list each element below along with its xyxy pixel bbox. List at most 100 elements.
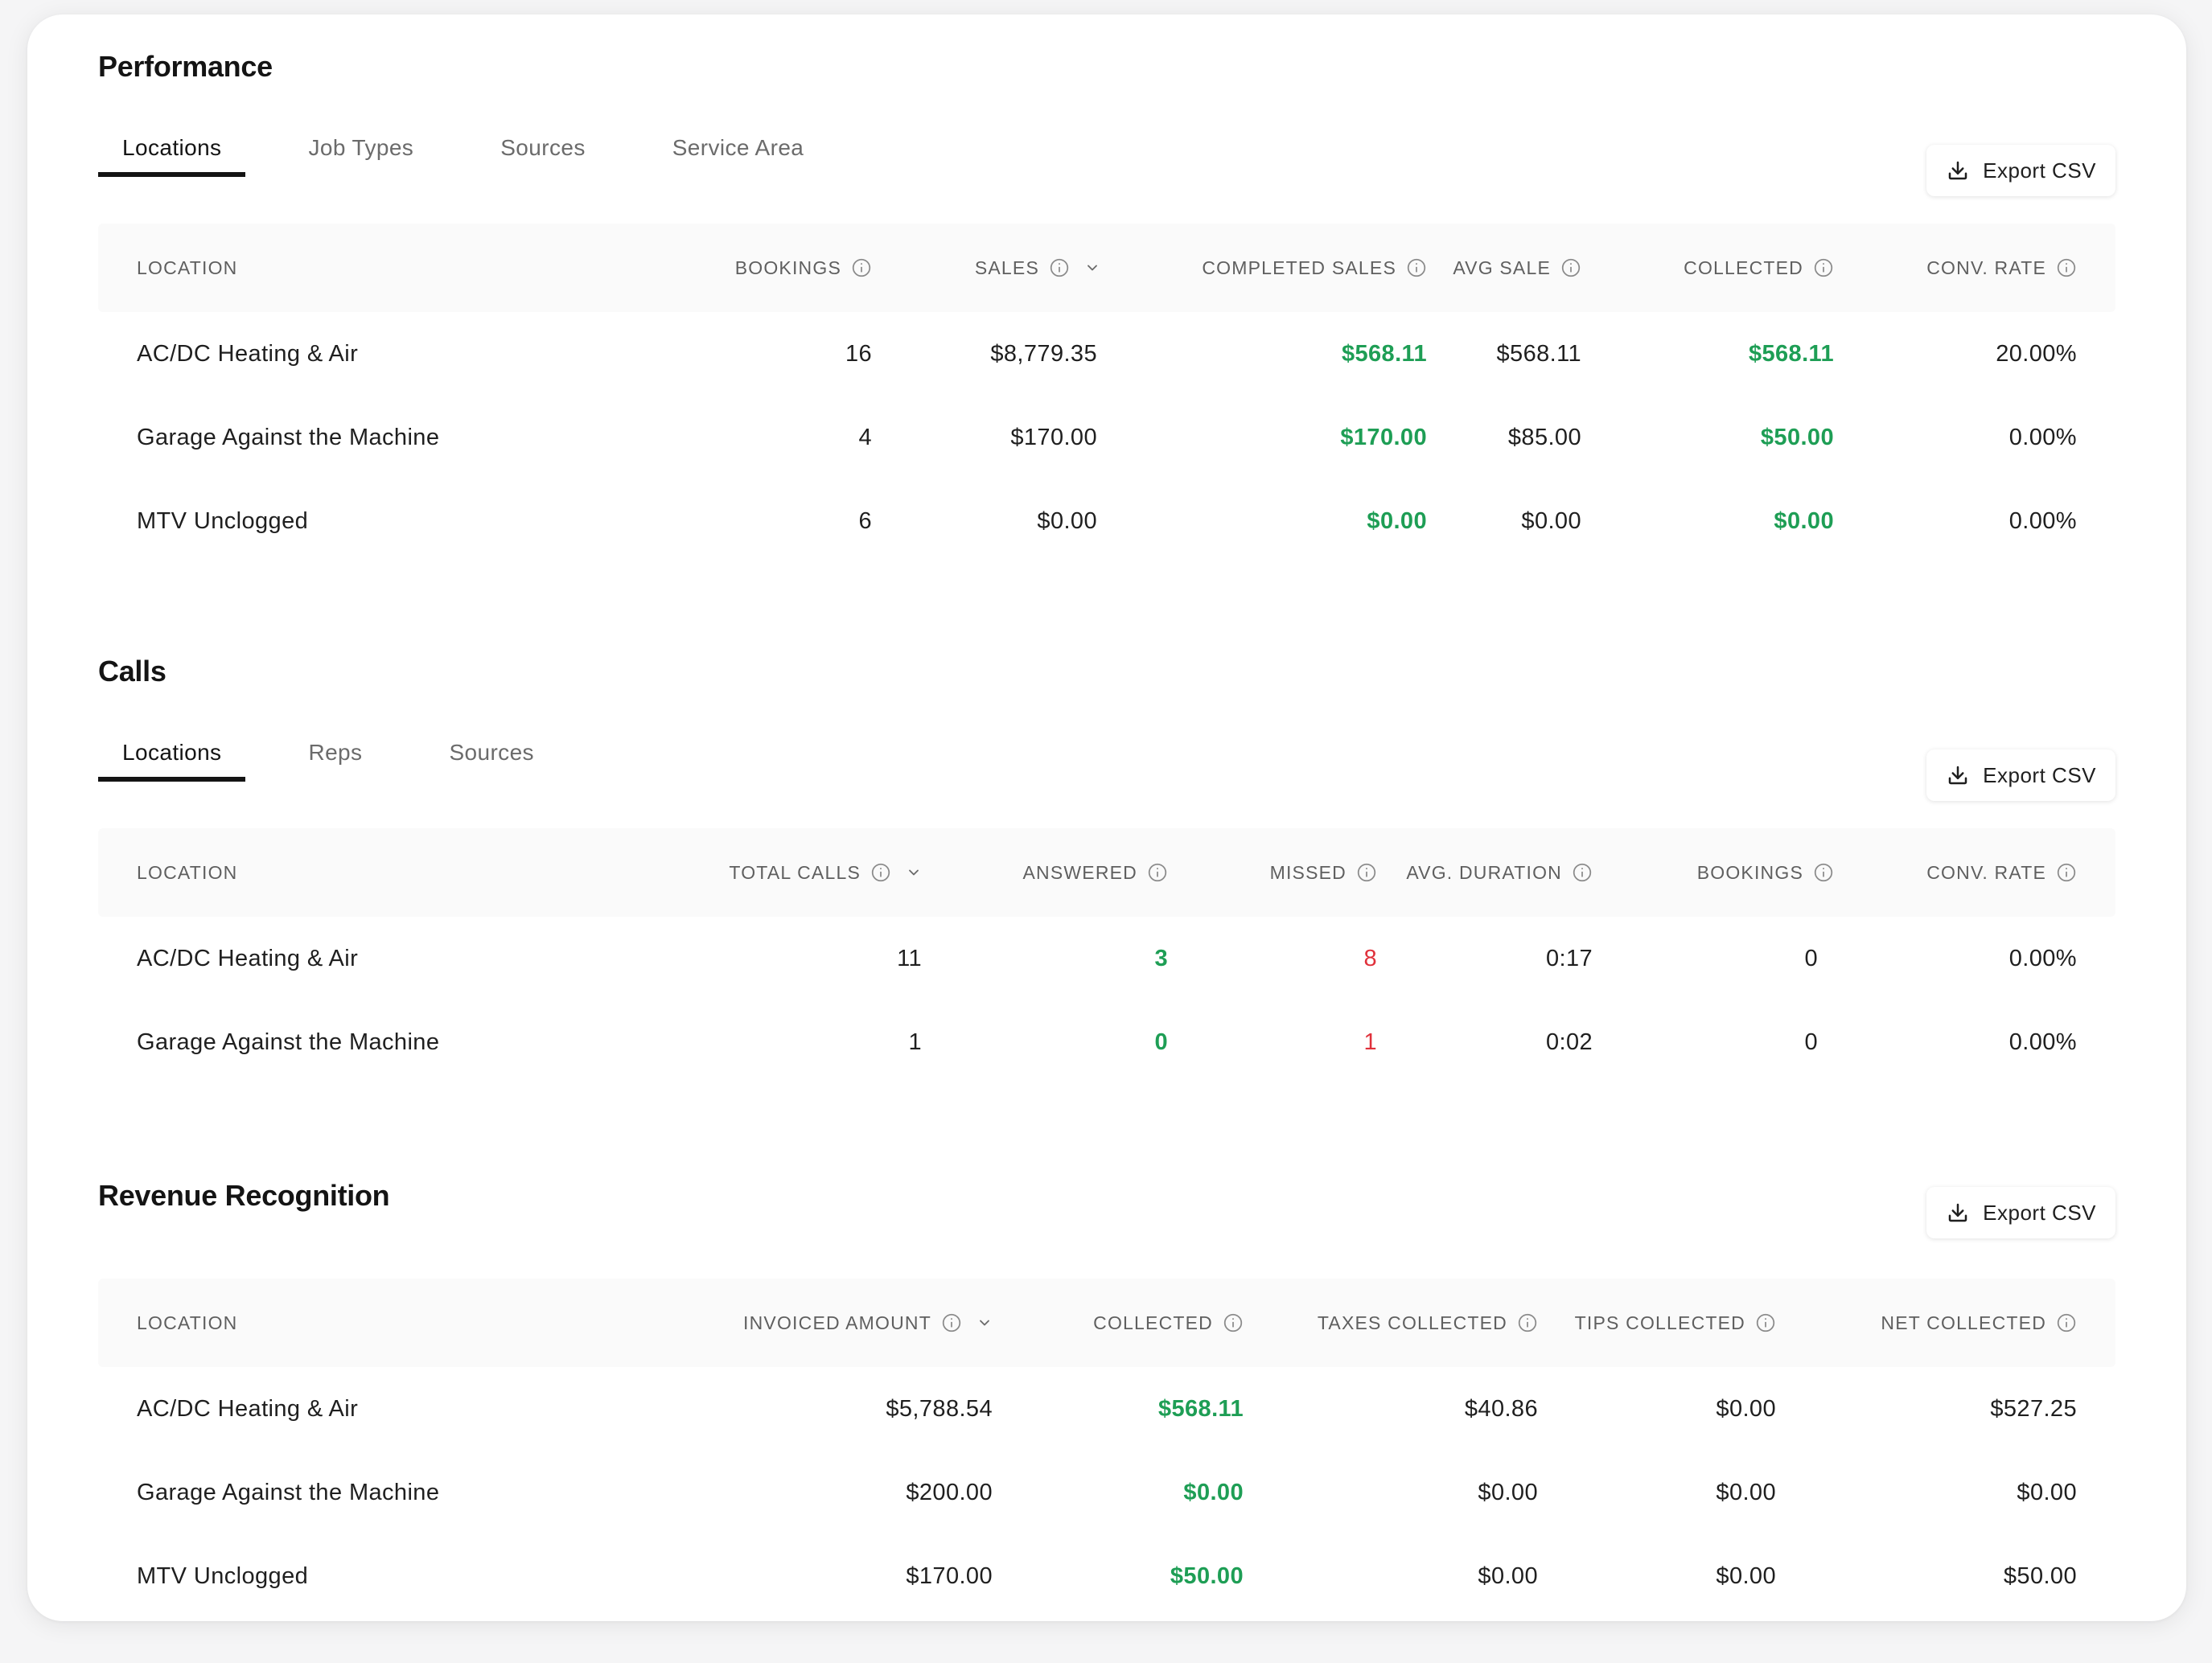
- cell-collected: $568.11: [1748, 340, 1834, 367]
- cell-location: AC/DC Heating & Air: [137, 1395, 359, 1422]
- reports-card: Performance Locations Job Types Sources …: [27, 14, 2186, 1621]
- tab-sources[interactable]: Sources: [500, 135, 586, 160]
- export-csv-label: Export CSV: [1983, 158, 2096, 183]
- table-row: AC/DC Heating & Air $5,788.54 $568.11 $4…: [98, 1367, 2115, 1451]
- cell-missed: 8: [1363, 945, 1377, 971]
- cell-conv-rate: 20.00%: [1996, 340, 2077, 367]
- export-csv-button[interactable]: Export CSV: [1926, 145, 2115, 196]
- col-completed-sales[interactable]: COMPLETED SALES: [1202, 224, 1427, 312]
- performance-table-header: LOCATION BOOKINGS SALES COMPLETED SALES …: [98, 224, 2115, 312]
- col-tips-collected[interactable]: TIPS COLLECTED: [1575, 1279, 1776, 1367]
- info-icon[interactable]: [1560, 257, 1581, 278]
- info-icon[interactable]: [1517, 1312, 1538, 1333]
- tab-reps[interactable]: Reps: [308, 740, 363, 765]
- col-taxes-collected[interactable]: TAXES COLLECTED: [1318, 1279, 1538, 1367]
- cell-completed-sales: $0.00: [1367, 507, 1427, 534]
- cell-sales: $0.00: [1037, 507, 1097, 534]
- cell-bookings: 16: [845, 340, 872, 367]
- cell-collected: $50.00: [1760, 424, 1834, 450]
- col-collected[interactable]: COLLECTED: [1093, 1279, 1244, 1367]
- tab-locations[interactable]: Locations: [98, 724, 246, 782]
- cell-location: MTV Unclogged: [137, 1562, 309, 1589]
- cell-location: AC/DC Heating & Air: [137, 945, 359, 971]
- info-icon[interactable]: [1813, 862, 1834, 883]
- info-icon[interactable]: [2056, 1312, 2077, 1333]
- cell-location: MTV Unclogged: [137, 507, 309, 534]
- table-row: Garage Against the Machine 4 $170.00 $17…: [98, 396, 2115, 479]
- info-icon[interactable]: [2056, 862, 2077, 883]
- table-row: MTV Unclogged $170.00 $50.00 $0.00 $0.00…: [98, 1534, 2115, 1618]
- col-invoiced-amount[interactable]: INVOICED AMOUNT: [743, 1279, 993, 1367]
- col-conv-rate[interactable]: CONV. RATE: [1926, 828, 2077, 917]
- download-icon: [1948, 766, 1967, 785]
- cell-net-collected: $50.00: [2003, 1562, 2077, 1589]
- cell-tips-collected: $0.00: [1716, 1479, 1776, 1505]
- col-net-collected[interactable]: NET COLLECTED: [1881, 1279, 2077, 1367]
- cell-tips-collected: $0.00: [1716, 1395, 1776, 1422]
- info-icon[interactable]: [1755, 1312, 1776, 1333]
- export-csv-button[interactable]: Export CSV: [1926, 749, 2115, 801]
- cell-location: Garage Against the Machine: [137, 1479, 440, 1505]
- cell-invoiced-amount: $200.00: [906, 1479, 993, 1505]
- col-conv-rate[interactable]: CONV. RATE: [1926, 224, 2077, 312]
- tab-locations[interactable]: Locations: [98, 119, 246, 177]
- tab-service-area[interactable]: Service Area: [672, 135, 804, 160]
- chevron-down-icon[interactable]: [976, 1315, 993, 1331]
- cell-completed-sales: $568.11: [1341, 340, 1427, 367]
- chevron-down-icon[interactable]: [906, 864, 922, 881]
- calls-table-header: LOCATION TOTAL CALLS ANSWERED MISSED AVG…: [98, 828, 2115, 917]
- cell-answered: 3: [1154, 945, 1168, 971]
- info-icon[interactable]: [1406, 257, 1427, 278]
- cell-invoiced-amount: $5,788.54: [886, 1395, 993, 1422]
- info-icon[interactable]: [1356, 862, 1377, 883]
- col-location: LOCATION: [137, 861, 238, 883]
- cell-avg-sale: $568.11: [1496, 340, 1581, 367]
- info-icon[interactable]: [1049, 257, 1070, 278]
- col-missed[interactable]: MISSED: [1270, 828, 1377, 917]
- info-icon[interactable]: [1572, 862, 1593, 883]
- col-avg-duration[interactable]: AVG. DURATION: [1406, 828, 1593, 917]
- info-icon[interactable]: [1223, 1312, 1244, 1333]
- info-icon[interactable]: [1147, 862, 1168, 883]
- cell-missed: 1: [1363, 1029, 1377, 1055]
- col-sales[interactable]: SALES: [975, 224, 1100, 312]
- cell-collected: $0.00: [1774, 507, 1834, 534]
- info-icon[interactable]: [870, 862, 891, 883]
- export-csv-button[interactable]: Export CSV: [1926, 1187, 2115, 1238]
- tab-sources[interactable]: Sources: [449, 740, 534, 765]
- col-avg-sale[interactable]: AVG SALE: [1453, 224, 1581, 312]
- info-icon[interactable]: [941, 1312, 962, 1333]
- cell-total-calls: 1: [908, 1029, 922, 1055]
- calls-tabs: Locations Reps Sources: [98, 724, 558, 782]
- col-answered[interactable]: ANSWERED: [1022, 828, 1168, 917]
- table-row: AC/DC Heating & Air 16 $8,779.35 $568.11…: [98, 312, 2115, 396]
- export-csv-label: Export CSV: [1983, 1200, 2096, 1225]
- cell-location: AC/DC Heating & Air: [137, 340, 359, 367]
- cell-avg-sale: $85.00: [1507, 424, 1581, 450]
- cell-bookings: 0: [1804, 1029, 1818, 1055]
- tab-job-types[interactable]: Job Types: [308, 135, 414, 160]
- col-collected[interactable]: COLLECTED: [1684, 224, 1834, 312]
- chevron-down-icon[interactable]: [1084, 260, 1100, 276]
- cell-avg-duration: 0:02: [1545, 1029, 1593, 1055]
- cell-conv-rate: 0.00%: [2008, 424, 2077, 450]
- calls-title: Calls: [98, 655, 167, 688]
- info-icon[interactable]: [851, 257, 872, 278]
- cell-bookings: 4: [858, 424, 872, 450]
- table-row: Garage Against the Machine 1 0 1 0:02 0 …: [98, 1000, 2115, 1084]
- cell-net-collected: $527.25: [1990, 1395, 2077, 1422]
- cell-conv-rate: 0.00%: [2008, 1029, 2077, 1055]
- revenue-table-header: LOCATION INVOICED AMOUNT COLLECTED TAXES…: [98, 1279, 2115, 1367]
- cell-collected: $568.11: [1157, 1395, 1244, 1422]
- cell-total-calls: 11: [897, 945, 922, 971]
- info-icon[interactable]: [1813, 257, 1834, 278]
- download-icon: [1948, 161, 1967, 180]
- col-total-calls[interactable]: TOTAL CALLS: [729, 828, 922, 917]
- cell-bookings: 6: [858, 507, 872, 534]
- cell-conv-rate: 0.00%: [2008, 945, 2077, 971]
- cell-avg-duration: 0:17: [1545, 945, 1593, 971]
- cell-invoiced-amount: $170.00: [906, 1562, 993, 1589]
- col-bookings[interactable]: BOOKINGS: [1697, 828, 1834, 917]
- col-bookings[interactable]: BOOKINGS: [735, 224, 872, 312]
- info-icon[interactable]: [2056, 257, 2077, 278]
